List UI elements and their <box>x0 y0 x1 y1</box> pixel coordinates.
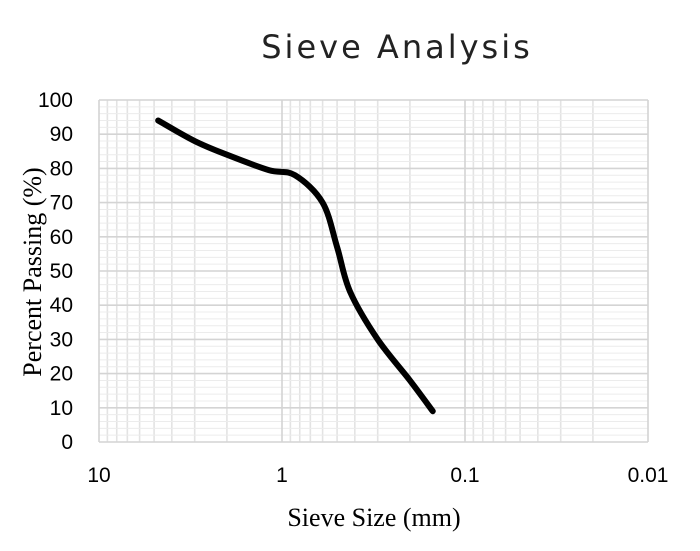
y-tick-label: 30 <box>50 328 73 351</box>
y-tick-label: 20 <box>50 363 73 386</box>
x-tick-label: 0.1 <box>450 464 479 487</box>
x-tick-label: 0.01 <box>628 464 669 487</box>
y-tick-label: 60 <box>50 226 73 249</box>
y-tick-label: 40 <box>50 294 73 317</box>
major-gridlines <box>98 99 649 443</box>
y-tick-label: 80 <box>50 157 73 180</box>
x-tick-label: 1 <box>276 464 288 487</box>
chart-title: Sieve Analysis <box>261 28 533 66</box>
x-tick-label: 10 <box>87 464 110 487</box>
y-tick-label: 100 <box>38 89 73 112</box>
y-axis-title: Percent Passing (%) <box>18 167 47 377</box>
y-tick-label: 10 <box>50 397 73 420</box>
series-line <box>155 117 436 415</box>
y-tick-label: 50 <box>50 260 73 283</box>
y-tick-label: 90 <box>50 123 73 146</box>
y-tick-label: 0 <box>61 431 73 454</box>
x-tick-labels: 10 1 0.1 0.01 <box>87 464 668 487</box>
y-tick-labels: 0 10 20 30 40 50 60 70 80 90 100 <box>38 89 73 454</box>
y-tick-label: 70 <box>50 192 73 215</box>
x-axis-title: Sieve Size (mm) <box>287 503 461 532</box>
